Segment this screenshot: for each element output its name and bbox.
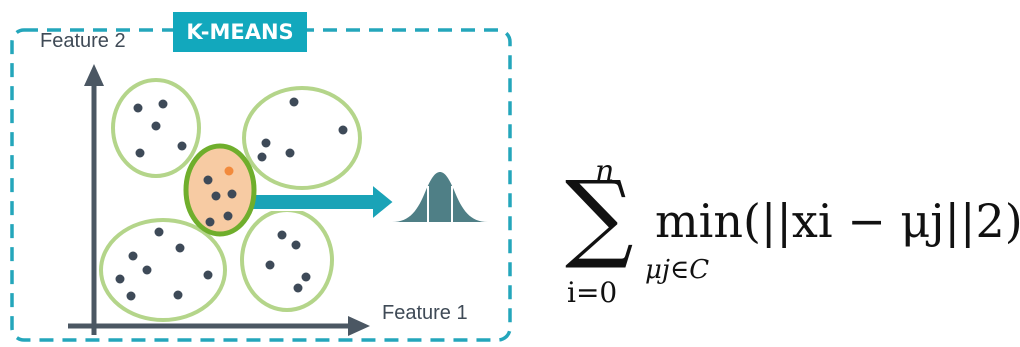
x-axis-label: Feature 1 xyxy=(382,302,468,324)
cluster-highlighted xyxy=(183,143,257,237)
min-expression: min(||xi − μj||2) xyxy=(655,194,1020,248)
point xyxy=(265,260,275,270)
point xyxy=(175,243,185,253)
y-axis-label: Feature 2 xyxy=(40,30,126,52)
point xyxy=(223,211,233,221)
point xyxy=(338,125,348,135)
point xyxy=(142,265,152,275)
point xyxy=(154,227,164,237)
point xyxy=(293,283,303,293)
cluster-illustration xyxy=(10,28,512,342)
right-arrow-icon xyxy=(249,181,396,223)
sum-lower-limit: i=0 xyxy=(567,276,618,309)
sum-upper-limit: n xyxy=(595,154,615,189)
point xyxy=(115,274,125,284)
point xyxy=(203,270,213,280)
point xyxy=(289,97,299,107)
point xyxy=(135,148,145,158)
point xyxy=(151,121,161,131)
bell-curve-icon xyxy=(392,172,488,222)
cluster-bottom-left xyxy=(99,218,227,322)
min-word: min xyxy=(655,194,743,248)
cluster-top-right xyxy=(242,86,362,190)
point xyxy=(133,103,143,113)
point xyxy=(261,138,271,148)
point xyxy=(177,141,187,151)
point xyxy=(203,175,213,185)
y-axis-arrowhead xyxy=(84,64,104,86)
distance-expression: (||xi − μj||2) xyxy=(742,194,1020,248)
point xyxy=(126,291,136,301)
cluster-bottom-right xyxy=(240,208,334,312)
point xyxy=(291,240,301,250)
point xyxy=(173,290,183,300)
kmeans-title-badge: K-MEANS xyxy=(173,12,307,52)
point xyxy=(158,99,168,109)
point xyxy=(277,230,287,240)
point xyxy=(301,272,311,282)
axes xyxy=(68,64,370,336)
centroid-point xyxy=(224,166,234,176)
point xyxy=(285,148,295,158)
point xyxy=(227,189,237,199)
summation-symbol: ∑ xyxy=(565,160,634,272)
x-axis-arrowhead xyxy=(348,316,370,336)
kmeans-objective-formula: n ∑ i=0 min(||xi − μj||2) μj∈C xyxy=(555,154,1020,330)
data-points xyxy=(115,97,348,301)
min-subscript: μj∈C xyxy=(645,255,710,285)
point xyxy=(128,251,138,261)
point xyxy=(257,152,267,162)
point xyxy=(211,191,221,201)
point xyxy=(205,217,215,227)
